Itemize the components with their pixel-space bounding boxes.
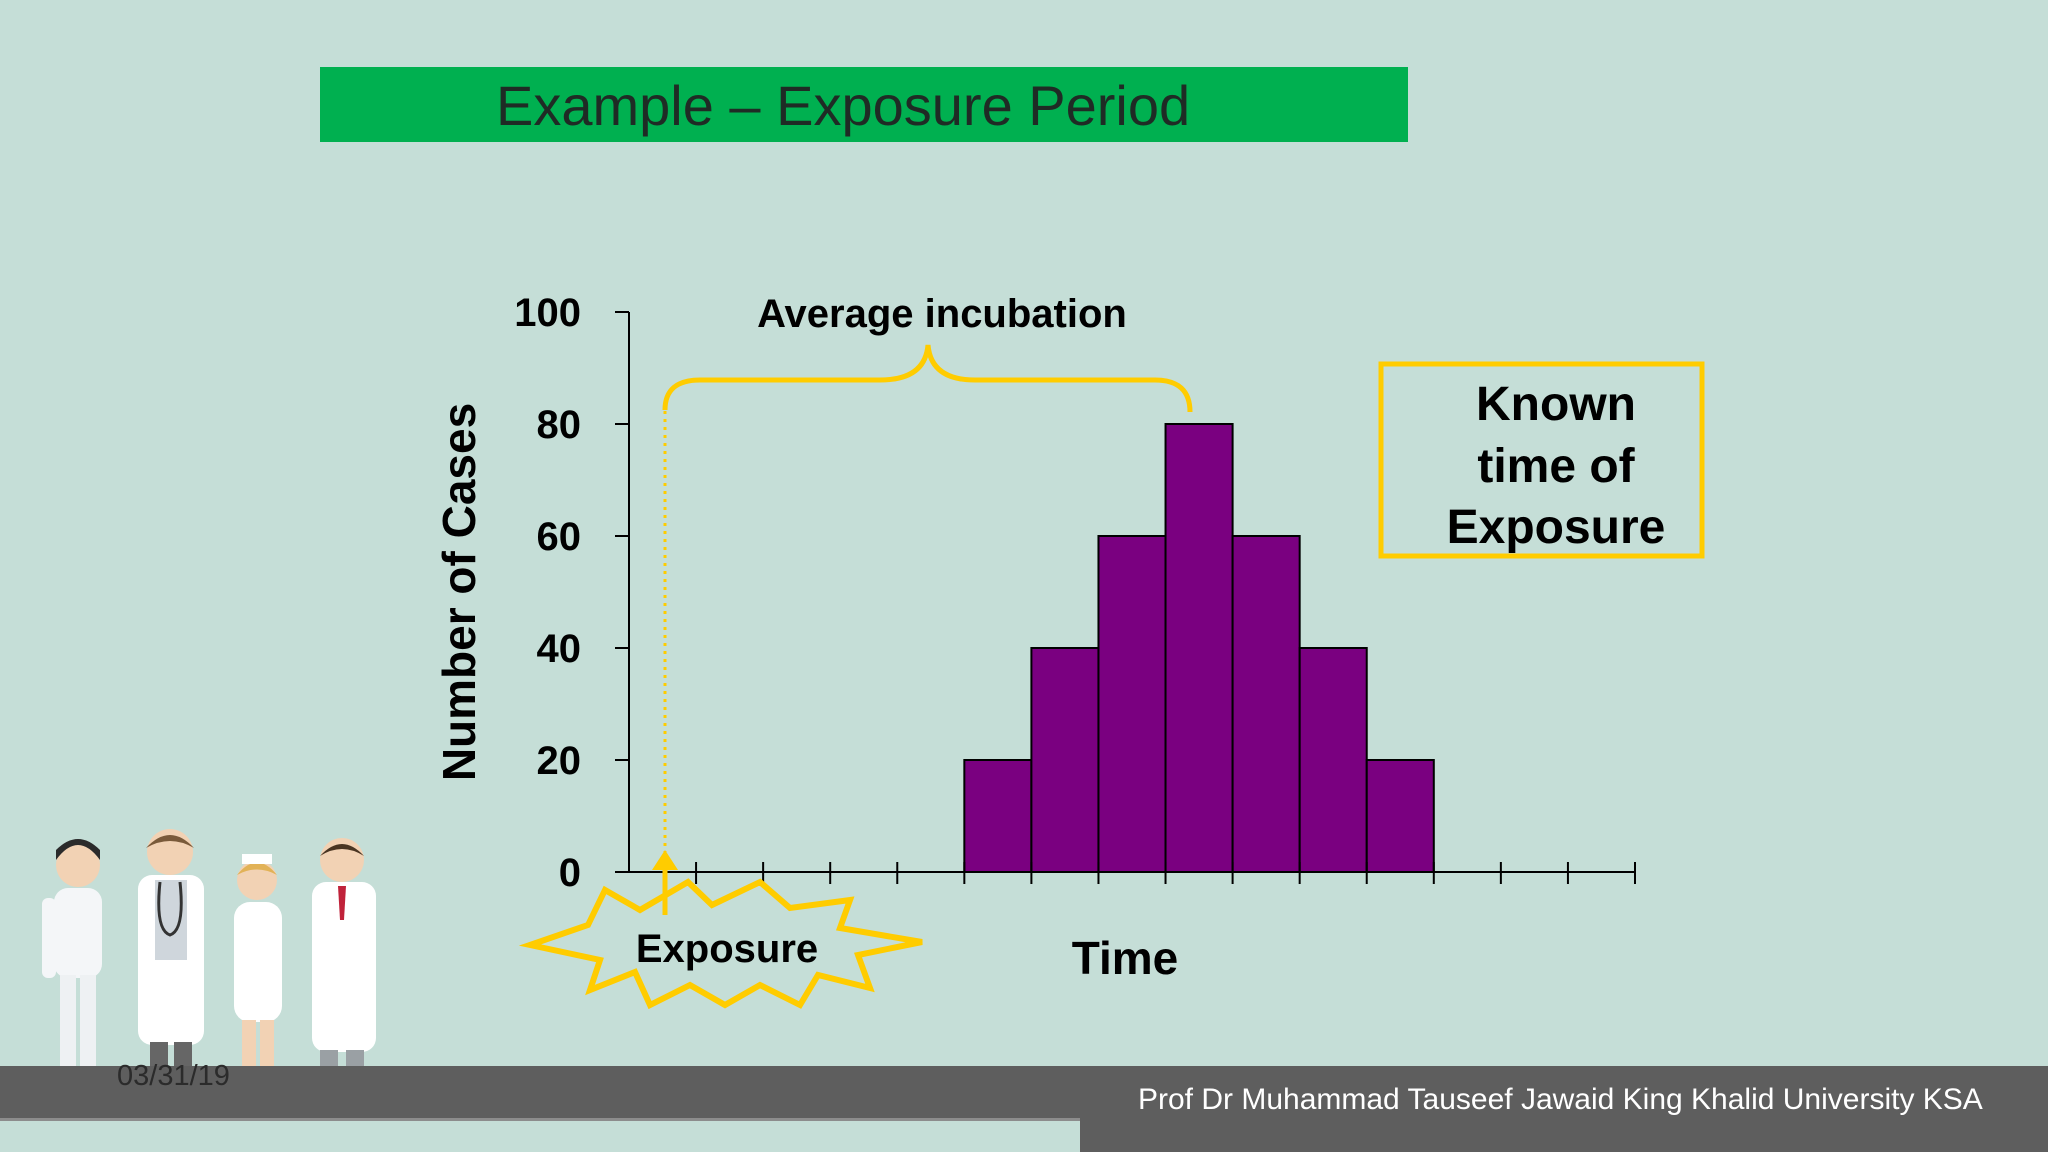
known-time-box-line: Known [1476,378,1636,431]
histogram-bar [963,759,1033,873]
known-time-box-line: time of [1477,440,1635,493]
histogram-bar [1365,759,1435,873]
y-tick-label: 60 [537,515,582,559]
y-tick-label: 0 [559,851,581,895]
y-tick-label: 100 [514,291,581,335]
footer-credit: Prof Dr Muhammad Tauseef Jawaid King Kha… [1138,1083,1983,1116]
slide-title: Example – Exposure Period [496,74,1191,137]
y-axis-label: Number of Cases [433,403,485,781]
footer-divider [0,1118,2048,1121]
brace-label: Average incubation [757,292,1127,336]
y-tick-label: 40 [537,627,582,671]
incubation-brace [662,344,1193,413]
y-tick-label: 20 [537,739,582,783]
histogram-bar [1164,423,1234,873]
title-bar: Example – Exposure Period [320,67,1408,142]
exposure-arrow-icon [652,850,678,870]
exposure-starburst [518,878,923,1010]
histogram-bar [1097,535,1167,873]
y-tick-label: 80 [537,403,582,447]
footer-date: 03/31/19 [117,1060,230,1092]
footer-credit-panel [1080,1066,2048,1152]
histogram-bar [1231,535,1301,873]
exposure-label: Exposure [636,927,818,971]
x-axis-label: Time [1072,932,1179,984]
known-time-box-line: Exposure [1447,501,1666,554]
known-time-box [1378,361,1705,559]
histogram-bar [1298,647,1368,873]
histogram-bar [1030,647,1100,873]
